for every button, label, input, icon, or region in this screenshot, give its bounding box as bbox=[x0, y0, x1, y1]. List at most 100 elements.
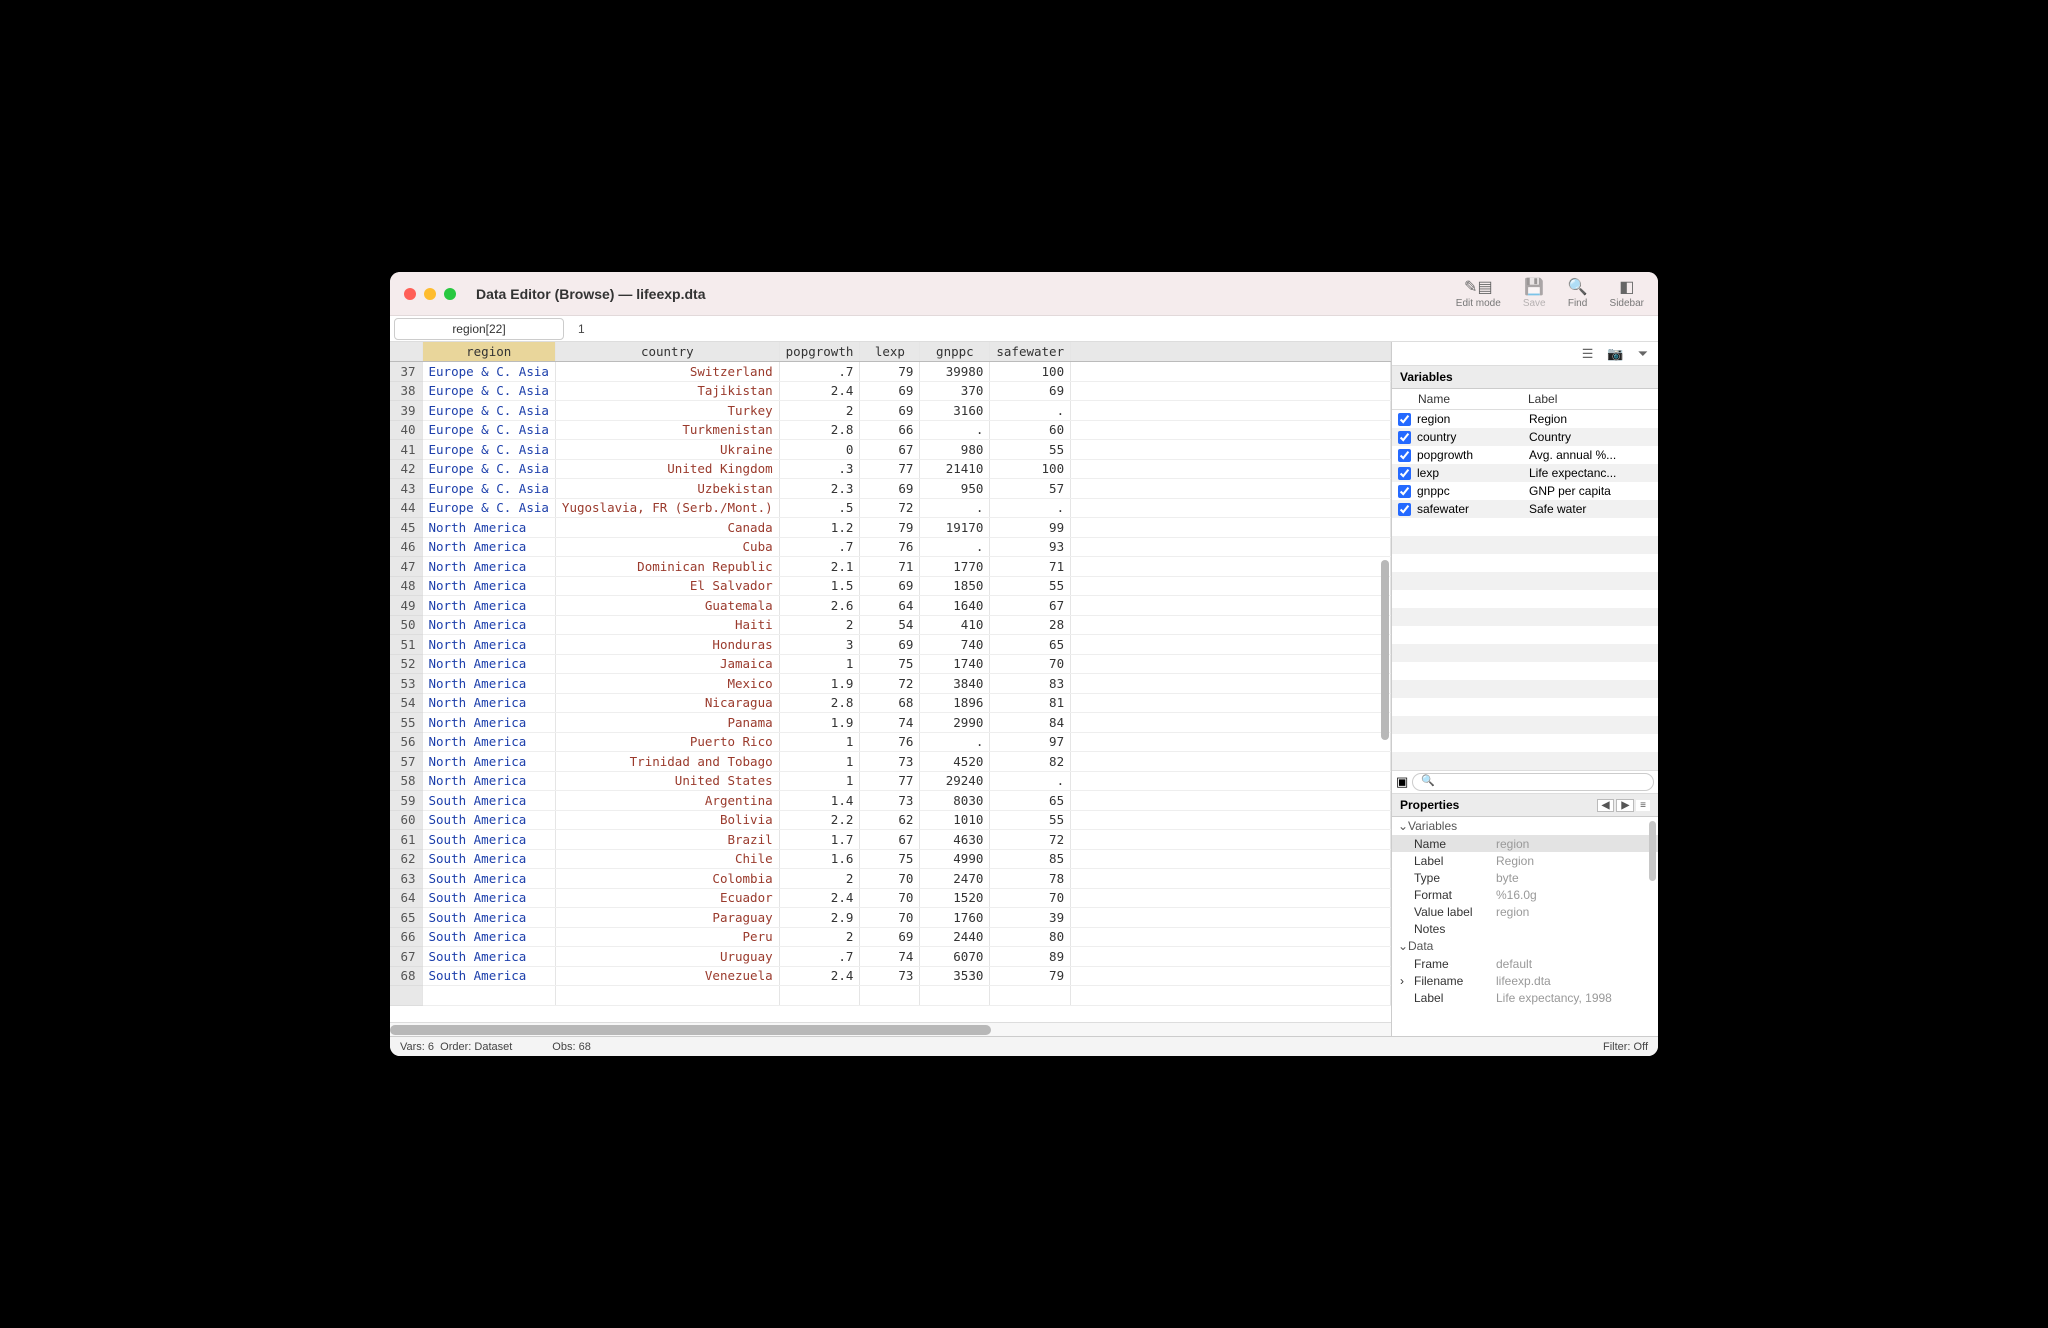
cell-safewater[interactable]: 55 bbox=[990, 810, 1071, 830]
cell-region[interactable]: South America bbox=[422, 830, 555, 850]
cell-popgrowth[interactable]: 2.3 bbox=[779, 479, 860, 499]
variable-row[interactable]: countryCountry bbox=[1392, 428, 1658, 446]
row-number[interactable]: 64 bbox=[390, 888, 422, 908]
sidebar-button[interactable]: ◧ Sidebar bbox=[1610, 278, 1644, 309]
cell-gnppc[interactable]: 2470 bbox=[920, 869, 990, 889]
cell-gnppc[interactable]: 1520 bbox=[920, 888, 990, 908]
cell-popgrowth[interactable]: 1 bbox=[779, 752, 860, 772]
cell-safewater[interactable]: 80 bbox=[990, 927, 1071, 947]
cell-region[interactable]: South America bbox=[422, 927, 555, 947]
table-row[interactable]: 46North AmericaCuba.776.93 bbox=[390, 537, 1391, 557]
cell-popgrowth[interactable]: 0 bbox=[779, 440, 860, 460]
table-row[interactable]: 62South AmericaChile1.675499085 bbox=[390, 849, 1391, 869]
variable-row[interactable]: regionRegion bbox=[1392, 410, 1658, 428]
cell-safewater[interactable]: 57 bbox=[990, 479, 1071, 499]
cell-country[interactable]: Haiti bbox=[555, 615, 779, 635]
variable-checkbox[interactable] bbox=[1398, 503, 1411, 516]
cell-gnppc[interactable]: 3530 bbox=[920, 966, 990, 986]
row-number[interactable]: 49 bbox=[390, 596, 422, 616]
cell-lexp[interactable]: 76 bbox=[860, 537, 920, 557]
variable-row[interactable]: popgrowthAvg. annual %... bbox=[1392, 446, 1658, 464]
table-row[interactable]: 38Europe & C. AsiaTajikistan2.46937069 bbox=[390, 381, 1391, 401]
cell-country[interactable]: Yugoslavia, FR (Serb./Mont.) bbox=[555, 498, 779, 518]
cell-region[interactable]: South America bbox=[422, 908, 555, 928]
cell-gnppc[interactable]: . bbox=[920, 420, 990, 440]
cell-gnppc[interactable]: . bbox=[920, 732, 990, 752]
cell-popgrowth[interactable]: 1.4 bbox=[779, 791, 860, 811]
cell-lexp[interactable]: 67 bbox=[860, 440, 920, 460]
cell-lexp[interactable]: 73 bbox=[860, 966, 920, 986]
cell-lexp[interactable]: 72 bbox=[860, 674, 920, 694]
rownum-header[interactable] bbox=[390, 342, 422, 362]
cell-country[interactable]: Tajikistan bbox=[555, 381, 779, 401]
cell-lexp[interactable]: 75 bbox=[860, 849, 920, 869]
property-row[interactable]: Format%16.0g bbox=[1392, 886, 1658, 903]
cell-region[interactable]: Europe & C. Asia bbox=[422, 401, 555, 421]
snapshot-icon[interactable]: 📷 bbox=[1607, 346, 1623, 362]
property-row[interactable]: Typebyte bbox=[1392, 869, 1658, 886]
cell-lexp[interactable]: 68 bbox=[860, 693, 920, 713]
cell-region[interactable]: North America bbox=[422, 674, 555, 694]
property-row[interactable]: Value labelregion bbox=[1392, 903, 1658, 920]
cell-gnppc[interactable]: 21410 bbox=[920, 459, 990, 479]
cell-gnppc[interactable]: 1010 bbox=[920, 810, 990, 830]
property-row[interactable]: ›Filenamelifeexp.dta bbox=[1392, 972, 1658, 989]
table-row[interactable]: 51North AmericaHonduras36974065 bbox=[390, 635, 1391, 655]
cell-safewater[interactable]: 85 bbox=[990, 849, 1071, 869]
variable-row[interactable]: lexpLife expectanc... bbox=[1392, 464, 1658, 482]
cell-country[interactable]: Puerto Rico bbox=[555, 732, 779, 752]
row-number[interactable]: 39 bbox=[390, 401, 422, 421]
find-button[interactable]: 🔍 Find bbox=[1568, 278, 1588, 309]
cell-country[interactable]: Uruguay bbox=[555, 947, 779, 967]
row-number[interactable]: 40 bbox=[390, 420, 422, 440]
cell-country[interactable]: Jamaica bbox=[555, 654, 779, 674]
cell-region[interactable]: North America bbox=[422, 752, 555, 772]
cell-popgrowth[interactable]: 1.2 bbox=[779, 518, 860, 538]
cell-gnppc[interactable]: 1640 bbox=[920, 596, 990, 616]
cell-popgrowth[interactable]: 1 bbox=[779, 654, 860, 674]
grid-scroll[interactable]: region country popgrowth lexp gnppc safe… bbox=[390, 342, 1391, 1022]
row-number[interactable]: 58 bbox=[390, 771, 422, 791]
row-number[interactable]: 52 bbox=[390, 654, 422, 674]
cell-country[interactable]: Honduras bbox=[555, 635, 779, 655]
cell-lexp[interactable]: 76 bbox=[860, 732, 920, 752]
cell-region[interactable]: South America bbox=[422, 869, 555, 889]
cell-region[interactable]: North America bbox=[422, 654, 555, 674]
cell-popgrowth[interactable]: 1 bbox=[779, 732, 860, 752]
cell-country[interactable]: Ukraine bbox=[555, 440, 779, 460]
cell-safewater[interactable]: 89 bbox=[990, 947, 1071, 967]
cell-popgrowth[interactable]: 2 bbox=[779, 927, 860, 947]
cell-region[interactable]: North America bbox=[422, 635, 555, 655]
table-row[interactable]: 68South AmericaVenezuela2.473353079 bbox=[390, 966, 1391, 986]
table-row[interactable]: 40Europe & C. AsiaTurkmenistan2.866.60 bbox=[390, 420, 1391, 440]
cell-lexp[interactable]: 77 bbox=[860, 771, 920, 791]
cell-lexp[interactable]: 73 bbox=[860, 791, 920, 811]
variable-checkbox[interactable] bbox=[1398, 467, 1411, 480]
cell-gnppc[interactable]: 39980 bbox=[920, 362, 990, 382]
table-row[interactable]: 58North AmericaUnited States17729240. bbox=[390, 771, 1391, 791]
cell-safewater[interactable]: 78 bbox=[990, 869, 1071, 889]
cell-country[interactable]: United Kingdom bbox=[555, 459, 779, 479]
cell-lexp[interactable]: 74 bbox=[860, 947, 920, 967]
property-row[interactable]: Notes bbox=[1392, 920, 1658, 937]
variable-checkbox[interactable] bbox=[1398, 431, 1411, 444]
row-number[interactable]: 47 bbox=[390, 557, 422, 577]
cell-region[interactable]: Europe & C. Asia bbox=[422, 459, 555, 479]
cell-country[interactable]: Paraguay bbox=[555, 908, 779, 928]
row-number[interactable]: 44 bbox=[390, 498, 422, 518]
property-row[interactable]: LabelLife expectancy, 1998 bbox=[1392, 989, 1658, 1006]
minimize-icon[interactable] bbox=[424, 288, 436, 300]
variable-row[interactable]: gnppcGNP per capita bbox=[1392, 482, 1658, 500]
row-number[interactable]: 68 bbox=[390, 966, 422, 986]
row-number[interactable]: 48 bbox=[390, 576, 422, 596]
table-row[interactable]: 45North AmericaCanada1.2791917099 bbox=[390, 518, 1391, 538]
cell-popgrowth[interactable]: 2 bbox=[779, 615, 860, 635]
filter-icon[interactable]: ⏷ bbox=[1638, 346, 1648, 362]
cell-safewater[interactable]: 39 bbox=[990, 908, 1071, 928]
cell-lexp[interactable]: 71 bbox=[860, 557, 920, 577]
menu-icon[interactable]: ≡ bbox=[1636, 800, 1650, 811]
row-number[interactable]: 51 bbox=[390, 635, 422, 655]
cell-popgrowth[interactable]: 1.9 bbox=[779, 674, 860, 694]
cell-popgrowth[interactable]: 2.4 bbox=[779, 966, 860, 986]
row-number[interactable]: 57 bbox=[390, 752, 422, 772]
